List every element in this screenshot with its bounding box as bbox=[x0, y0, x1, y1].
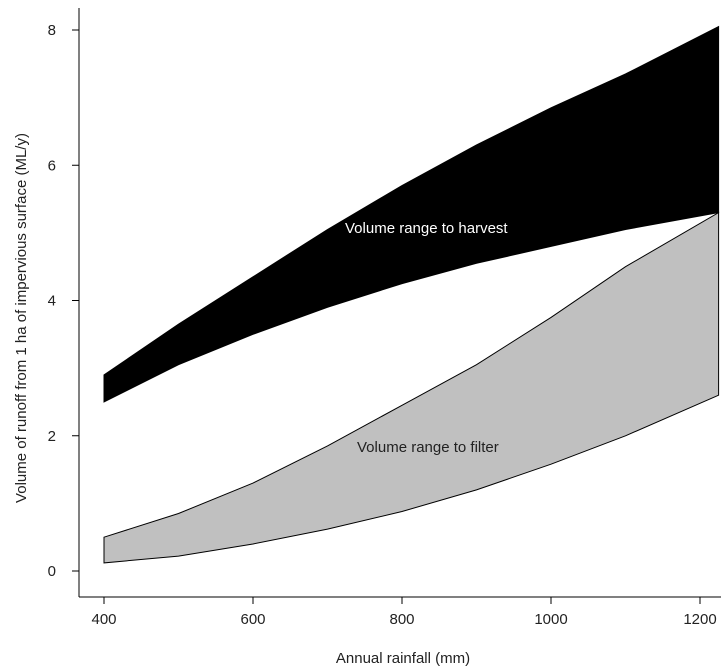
x-tick-label: 400 bbox=[91, 611, 116, 628]
filter-band-label: Volume range to filter bbox=[357, 439, 499, 456]
x-tick-label: 1200 bbox=[683, 611, 716, 628]
band-areas bbox=[103, 25, 720, 564]
x-tick-label: 600 bbox=[240, 611, 265, 628]
harvest-band-label: Volume range to harvest bbox=[345, 220, 508, 237]
y-tick-label: 0 bbox=[48, 563, 56, 580]
x-tick-label: 1000 bbox=[534, 611, 567, 628]
y-tick-label: 6 bbox=[48, 157, 56, 174]
y-axis-label: Volume of runoff from 1 ha of impervious… bbox=[13, 133, 30, 503]
y-tick-label: 2 bbox=[48, 428, 56, 445]
y-tick-label: 4 bbox=[48, 293, 56, 310]
x-axis-ticks: 400 600 800 1000 1200 bbox=[91, 597, 717, 628]
x-tick-label: 800 bbox=[389, 611, 414, 628]
y-tick-label: 8 bbox=[48, 22, 56, 39]
x-axis-label: Annual rainfall (mm) bbox=[336, 650, 470, 667]
y-axis-ticks: 0 2 4 6 8 bbox=[48, 22, 79, 580]
filter-band bbox=[103, 211, 720, 564]
